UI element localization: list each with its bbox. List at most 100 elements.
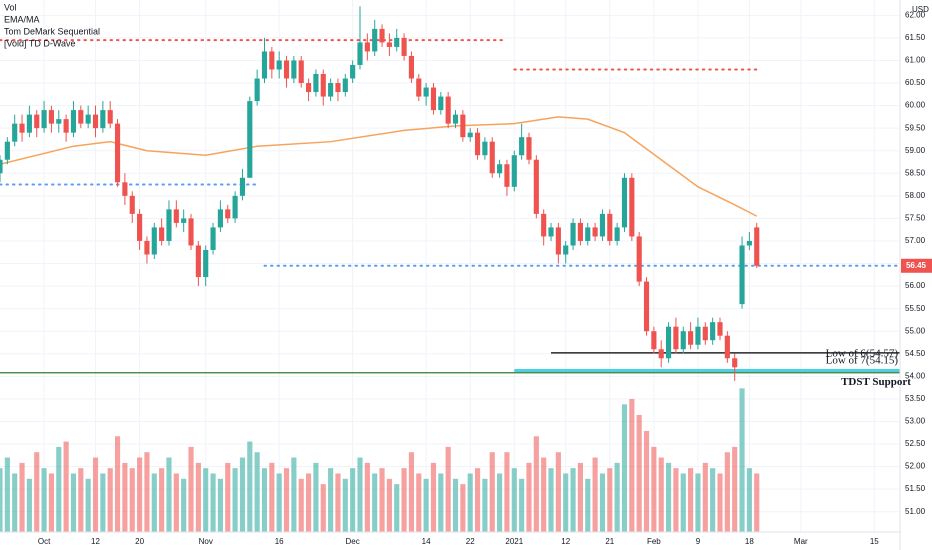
price-tag-label: 56.45 [906,261,927,270]
candle-body [746,240,752,246]
candle-body [306,83,312,93]
volume-bar [48,473,54,532]
volume-bar [85,478,91,532]
candle-body [48,110,54,124]
candle-body [688,331,694,345]
x-tick-label: Mar [794,537,808,546]
volume-bar [607,468,613,532]
volume-bar [423,478,429,532]
candle-body [445,96,451,124]
y-tick-label: 59.50 [905,123,926,132]
volume-bar [195,462,201,532]
candle-body [70,110,77,133]
volume-bar [19,462,25,532]
volume-bar [438,473,444,532]
candle-body [63,119,69,133]
volume-bar [107,468,113,532]
candle-body [710,322,716,341]
legend-item[interactable]: EMA/MA [4,14,40,24]
volume-bar [585,478,591,532]
volume-bar [159,468,165,532]
candle-body [614,227,620,241]
candle-body [636,236,642,282]
candle-body [695,326,701,345]
volume-bar [12,473,18,532]
candle-body [607,213,613,241]
x-tick-label: 22 [466,537,475,546]
candle-body [724,335,730,359]
candle-body [195,245,201,278]
volume-bar [416,473,422,532]
volume-bar [173,473,179,532]
y-tick-label: 54.50 [905,349,926,358]
volume-bar [460,484,466,532]
volume-bar [276,473,282,532]
x-tick-label: 16 [275,537,284,546]
volume-bar [482,478,488,532]
candle-body [754,227,760,266]
y-tick-label: 58.00 [905,191,926,200]
candle-body [460,114,466,138]
volume-bar [114,436,121,532]
x-tick-label: Feb [647,537,661,546]
candle-body [217,209,223,228]
candle-body [474,132,481,156]
x-tick-label: 21 [605,537,614,546]
y-tick-label: 53.00 [905,417,926,426]
volume-bar [342,478,348,532]
y-tick-label: 55.00 [905,326,926,335]
candle-body [129,195,135,214]
y-tick-label: 60.50 [905,78,926,87]
volume-bar [298,478,304,532]
candle-body [247,101,253,178]
volume-bar [166,457,172,532]
candle-body [122,182,128,196]
candle-body [423,87,429,97]
x-tick-label: 12 [561,537,570,546]
volume-bar [511,468,517,532]
volume-bar [651,446,657,532]
candle-body [291,60,297,79]
volume-bar [497,473,503,532]
volume-bar [724,452,730,532]
candle-body [526,137,532,160]
legend-item[interactable]: Tom DeMark Sequential [4,26,100,36]
candle-body [467,132,473,138]
volume-bar [474,468,481,532]
volume-bar [754,473,760,532]
volume-bar [357,457,363,532]
volume-bar [63,441,69,532]
candle-body [408,55,414,79]
volume-bar [577,462,583,532]
y-tick-label: 57.50 [905,214,926,223]
volume-bar [70,473,77,532]
candle-body [144,240,150,255]
volume-bar [261,468,268,532]
candle-body [261,51,268,79]
volume-bar [247,441,253,532]
volume-bar [372,473,378,532]
candle-body [225,209,231,219]
volume-bar [92,457,99,532]
volume-bar [717,473,723,532]
volume-bar [592,457,598,532]
candle-body [328,83,334,97]
volume-bar [563,473,569,532]
legend-item[interactable]: Vol [4,2,17,12]
volume-bar [239,457,246,532]
candle-body [629,177,635,237]
candle-body [239,177,246,196]
volume-bar [254,452,260,532]
candle-body [92,114,99,129]
candle-body [34,114,40,129]
volume-bar [320,484,326,532]
candle-body [188,218,194,246]
candle-body [732,358,738,368]
volume-bar [56,446,62,532]
legend-item[interactable]: [Vold] TD D-Wave [4,38,76,48]
candle-body [78,110,84,124]
candle-body [643,281,650,332]
volume-bar [335,473,341,532]
volume-bar [673,468,679,532]
